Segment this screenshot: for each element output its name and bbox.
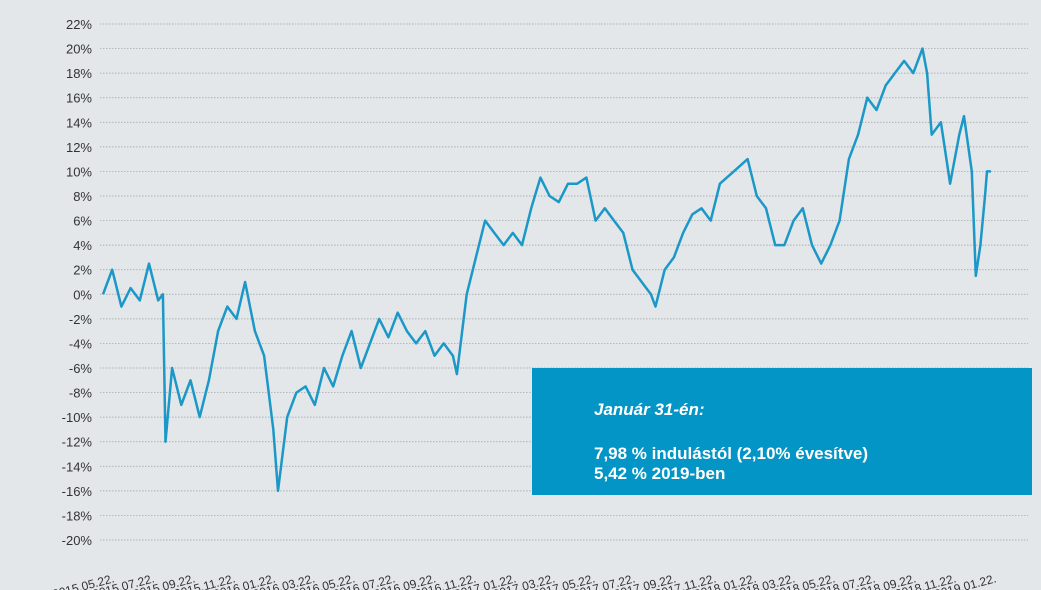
y-tick-label: -12% <box>62 435 93 450</box>
y-tick-label: 4% <box>73 238 92 253</box>
y-tick-label: 20% <box>66 42 92 57</box>
y-tick-label: -4% <box>69 336 93 351</box>
y-tick-label: -20% <box>62 533 93 548</box>
y-tick-label: 10% <box>66 164 92 179</box>
y-tick-label: 12% <box>66 140 92 155</box>
y-tick-label: 18% <box>66 66 92 81</box>
y-tick-label: -10% <box>62 410 93 425</box>
annotation: 5,42 % 2019-ben <box>594 464 725 483</box>
y-tick-label: -18% <box>62 508 93 523</box>
y-tick-label: 22% <box>66 17 92 32</box>
annotation: Január 31-én: <box>594 400 705 419</box>
y-tick-label: -16% <box>62 484 93 499</box>
y-tick-label: 0% <box>73 287 92 302</box>
y-tick-label: 2% <box>73 263 92 278</box>
y-tick-label: 8% <box>73 189 92 204</box>
y-tick-label: -6% <box>69 361 93 376</box>
y-tick-label: 14% <box>66 115 92 130</box>
annotation: 7,98 % indulástól (2,10% évesítve) <box>594 444 868 463</box>
y-tick-label: -8% <box>69 386 93 401</box>
y-tick-label: 16% <box>66 91 92 106</box>
y-tick-label: -14% <box>62 459 93 474</box>
y-tick-label: 6% <box>73 214 92 229</box>
series-line <box>101 47 991 493</box>
annotation-box <box>532 368 1032 495</box>
y-tick-label: -2% <box>69 312 93 327</box>
